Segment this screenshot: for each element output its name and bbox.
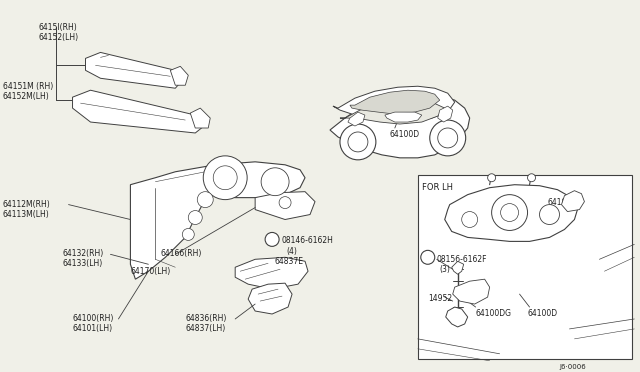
Circle shape bbox=[488, 174, 495, 182]
Polygon shape bbox=[131, 162, 305, 279]
Text: 64112M(RH): 64112M(RH) bbox=[3, 200, 51, 209]
Polygon shape bbox=[255, 192, 315, 219]
Text: 64100D: 64100D bbox=[390, 130, 420, 139]
Circle shape bbox=[213, 166, 237, 190]
Text: 64152M(LH): 64152M(LH) bbox=[3, 92, 49, 101]
Circle shape bbox=[261, 168, 289, 196]
Text: FOR LH: FOR LH bbox=[422, 183, 452, 192]
Text: 64170(LH): 64170(LH) bbox=[131, 267, 171, 276]
Polygon shape bbox=[86, 52, 182, 88]
Circle shape bbox=[527, 174, 536, 182]
Circle shape bbox=[265, 232, 279, 246]
Polygon shape bbox=[248, 283, 292, 314]
Text: 14952: 14952 bbox=[428, 294, 452, 303]
Polygon shape bbox=[348, 112, 365, 126]
Polygon shape bbox=[385, 112, 422, 122]
FancyBboxPatch shape bbox=[418, 175, 632, 359]
Text: (3): (3) bbox=[440, 265, 451, 274]
Circle shape bbox=[500, 203, 518, 221]
Text: B: B bbox=[426, 258, 430, 263]
Polygon shape bbox=[190, 108, 210, 128]
Circle shape bbox=[438, 128, 458, 148]
Text: (4): (4) bbox=[286, 247, 297, 256]
Text: 64100(RH): 64100(RH) bbox=[72, 314, 114, 323]
Text: 64836(RH): 64836(RH) bbox=[186, 314, 227, 323]
Text: 64151M (RH): 64151M (RH) bbox=[3, 82, 53, 91]
Text: 64133(LH): 64133(LH) bbox=[63, 259, 103, 268]
Text: 64100D: 64100D bbox=[527, 309, 557, 318]
Polygon shape bbox=[170, 66, 188, 85]
Circle shape bbox=[492, 195, 527, 230]
Circle shape bbox=[348, 132, 368, 152]
Circle shape bbox=[182, 228, 195, 240]
Text: 64837E: 64837E bbox=[274, 257, 303, 266]
Circle shape bbox=[197, 192, 213, 208]
Circle shape bbox=[204, 156, 247, 200]
Text: 64100DG: 64100DG bbox=[476, 309, 511, 318]
Text: 64101(LH): 64101(LH) bbox=[72, 324, 113, 333]
Text: 64113M(LH): 64113M(LH) bbox=[3, 209, 49, 219]
Circle shape bbox=[420, 250, 435, 264]
Polygon shape bbox=[340, 99, 445, 124]
Circle shape bbox=[188, 211, 202, 224]
Polygon shape bbox=[235, 257, 308, 289]
Circle shape bbox=[279, 197, 291, 209]
Text: 64152(LH): 64152(LH) bbox=[38, 32, 79, 42]
Polygon shape bbox=[452, 261, 464, 274]
Circle shape bbox=[461, 212, 477, 227]
Text: 64100DF: 64100DF bbox=[547, 198, 582, 206]
Polygon shape bbox=[330, 94, 470, 158]
Polygon shape bbox=[350, 90, 440, 114]
Circle shape bbox=[430, 120, 466, 156]
Polygon shape bbox=[445, 185, 577, 241]
Text: 64132(RH): 64132(RH) bbox=[63, 249, 104, 258]
Polygon shape bbox=[333, 86, 454, 120]
Text: 64166(RH): 64166(RH) bbox=[161, 249, 202, 258]
Polygon shape bbox=[561, 191, 584, 212]
Text: 64837(LH): 64837(LH) bbox=[186, 324, 225, 333]
Text: 08146-6162H: 08146-6162H bbox=[281, 237, 333, 246]
Polygon shape bbox=[72, 90, 205, 133]
Circle shape bbox=[340, 124, 376, 160]
Text: 08156-6162F: 08156-6162F bbox=[436, 255, 487, 264]
Circle shape bbox=[540, 205, 559, 224]
Polygon shape bbox=[445, 307, 468, 327]
Text: J6·0006: J6·0006 bbox=[559, 364, 586, 370]
Polygon shape bbox=[452, 279, 490, 304]
Text: 6415l(RH): 6415l(RH) bbox=[38, 23, 77, 32]
Polygon shape bbox=[438, 106, 452, 122]
Text: B: B bbox=[269, 240, 275, 245]
